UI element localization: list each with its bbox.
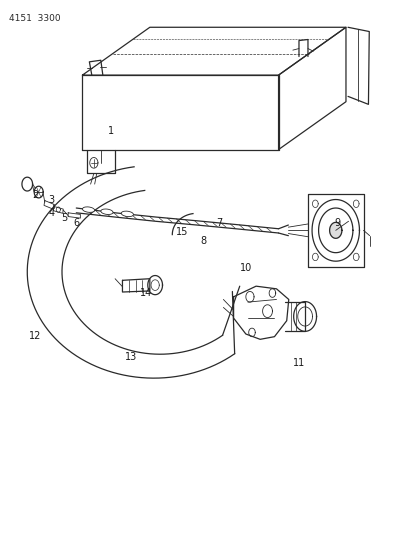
Text: 8: 8 — [200, 236, 205, 246]
Text: 11: 11 — [292, 358, 304, 368]
Ellipse shape — [82, 207, 94, 212]
Ellipse shape — [121, 211, 133, 216]
Text: 9: 9 — [334, 218, 340, 228]
Text: 14: 14 — [139, 288, 151, 298]
Ellipse shape — [101, 209, 113, 214]
Text: 12: 12 — [29, 330, 41, 341]
Text: 5: 5 — [61, 213, 67, 223]
Text: 7: 7 — [216, 218, 222, 228]
Text: 2: 2 — [32, 190, 38, 200]
Text: 4: 4 — [49, 208, 55, 219]
Text: 10: 10 — [239, 263, 252, 272]
Text: 1: 1 — [108, 126, 114, 136]
Polygon shape — [329, 222, 341, 238]
Text: 6: 6 — [73, 218, 79, 228]
Text: 13: 13 — [125, 352, 137, 362]
Text: 15: 15 — [176, 227, 188, 237]
Text: 3: 3 — [49, 195, 55, 205]
Text: 4151  3300: 4151 3300 — [9, 14, 61, 23]
